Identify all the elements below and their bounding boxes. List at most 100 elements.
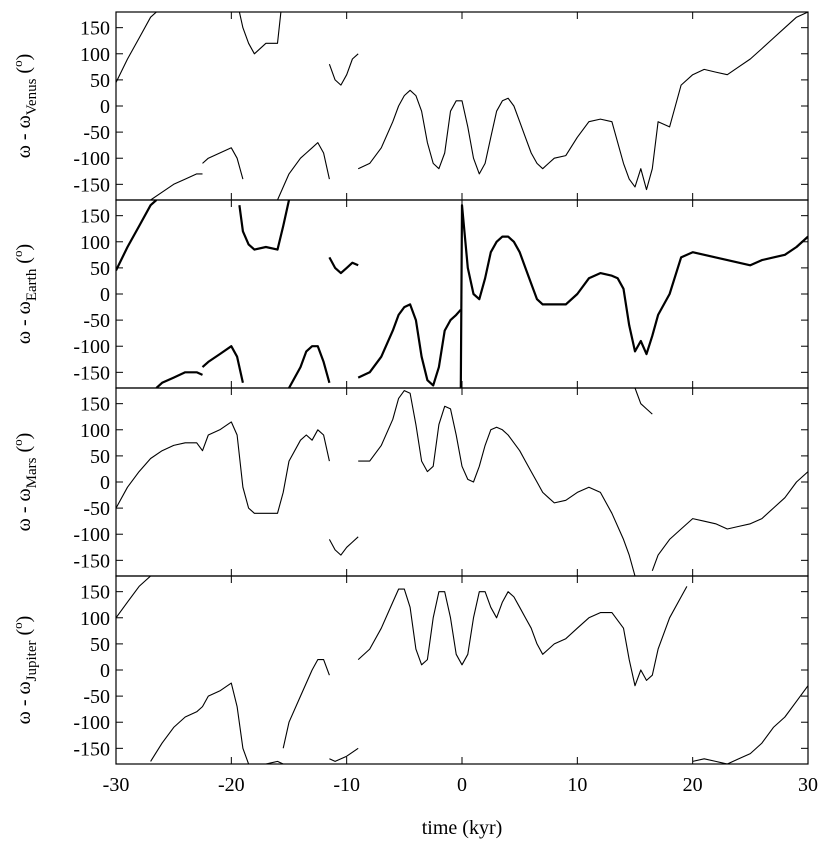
series-line xyxy=(328,53,359,86)
y-tick-label: 50 xyxy=(90,446,110,468)
series-line xyxy=(282,659,330,749)
series-line xyxy=(238,200,291,251)
series-group xyxy=(116,576,808,764)
panel-frame xyxy=(115,387,809,577)
series-line xyxy=(651,471,808,571)
y-tick-label: 0 xyxy=(100,660,110,682)
y-label-unit: ( xyxy=(13,629,35,641)
series-group xyxy=(116,12,808,200)
y-label-degree: o xyxy=(10,439,25,446)
series-line xyxy=(150,682,284,764)
y-tick-label: -150 xyxy=(73,550,110,572)
y-label-sub: Earth xyxy=(24,268,40,301)
y-tick-label: 0 xyxy=(100,96,110,118)
y-label-sub: Mars xyxy=(24,457,40,488)
x-axis-label: time (kyr) xyxy=(422,817,503,839)
y-label-unit: ( xyxy=(13,67,35,79)
panel-earth: 150 100 50 0 -50 -100 -150 ω - ωEarth (o) xyxy=(10,199,809,389)
x-tick-label: -30 xyxy=(103,774,130,796)
series-line xyxy=(288,345,331,388)
series-line xyxy=(357,303,462,387)
series-line xyxy=(459,204,808,388)
y-label-close: ) xyxy=(13,244,35,251)
x-tick-label: 0 xyxy=(457,774,467,796)
y-label-main: ω - ω xyxy=(13,681,35,724)
y-tick-label: -100 xyxy=(73,336,110,358)
y-tick-label: 150 xyxy=(80,206,110,228)
x-tick-label: -10 xyxy=(333,774,360,796)
series-group xyxy=(116,388,808,576)
y-tick-label: -50 xyxy=(83,122,110,144)
panel-mars: 150 100 50 0 -50 -100 -150 ω - ωMars (o) xyxy=(10,387,809,577)
y-tick-label: 50 xyxy=(90,258,110,280)
series-line xyxy=(276,142,330,200)
series-line xyxy=(357,586,688,687)
y-tick-label: -100 xyxy=(73,712,110,734)
y-tick-label: -50 xyxy=(83,686,110,708)
y-tick-label: -100 xyxy=(73,524,110,546)
y-tick-label: 150 xyxy=(80,582,110,604)
y-label-main: ω - ω xyxy=(13,488,35,531)
y-tick-label: 150 xyxy=(80,394,110,416)
y-tick-label: 100 xyxy=(80,608,110,630)
y-tick-label: 100 xyxy=(80,232,110,254)
y-label-unit: ( xyxy=(13,446,35,458)
y-label-unit: ( xyxy=(13,257,35,269)
series-line xyxy=(328,536,359,556)
y-tick-label: 50 xyxy=(90,634,110,656)
y-label-degree: o xyxy=(10,251,25,258)
y-tick-label: -50 xyxy=(83,310,110,332)
series-line xyxy=(328,256,359,275)
y-label-close: ) xyxy=(13,433,35,440)
y-tick-label: -50 xyxy=(83,498,110,520)
x-tick-label: 30 xyxy=(798,774,818,796)
series-line xyxy=(692,685,808,764)
y-tick-label: 50 xyxy=(90,70,110,92)
y-axis-label: ω - ωJupiter (o) xyxy=(10,616,40,725)
y-tick-label: 0 xyxy=(100,284,110,306)
y-tick-label: -150 xyxy=(73,738,110,760)
y-tick-label: 100 xyxy=(80,44,110,66)
series-line xyxy=(116,576,153,619)
y-label-degree: o xyxy=(10,622,25,629)
y-tick-label: -150 xyxy=(73,362,110,384)
series-line xyxy=(634,388,653,415)
y-label-degree: o xyxy=(10,60,25,67)
panel-jupiter: 150 100 50 0 -50 -100 -150 ω - ωJupiter (o) xyxy=(10,575,809,765)
y-label-close: ) xyxy=(13,616,35,623)
series-line xyxy=(329,747,359,762)
y-axis-label: ω - ωMars (o) xyxy=(10,433,40,532)
y-label-main: ω - ω xyxy=(13,301,35,344)
y-label-main: ω - ω xyxy=(13,115,35,158)
series-line xyxy=(357,12,808,191)
y-label-sub: Venus xyxy=(24,78,40,115)
series-line xyxy=(155,371,203,388)
y-tick-label: -100 xyxy=(73,148,110,170)
series-line xyxy=(116,421,330,514)
y-label-sub: Jupiter xyxy=(24,641,40,682)
panel-frame xyxy=(115,575,809,765)
series-group xyxy=(116,200,808,388)
series-line xyxy=(201,345,244,384)
series-line xyxy=(358,390,636,576)
y-axis-label: ω - ωEarth (o) xyxy=(10,244,40,344)
y-tick-label: 0 xyxy=(100,472,110,494)
series-line xyxy=(116,12,157,83)
panel-frame xyxy=(115,11,809,201)
x-tick-label: 10 xyxy=(567,774,587,796)
series-line xyxy=(238,12,282,55)
panel-venus: 150 100 50 0 -50 -100 -150 ω - ωVenus (o) xyxy=(10,11,809,201)
x-tick-label: -20 xyxy=(218,774,245,796)
y-tick-label: -150 xyxy=(73,174,110,196)
y-tick-label: 150 xyxy=(80,18,110,40)
y-tick-label: 100 xyxy=(80,420,110,442)
y-axis-label: ω - ωVenus (o) xyxy=(10,54,40,159)
series-line xyxy=(150,173,203,200)
series-line xyxy=(202,147,244,180)
y-label-close: ) xyxy=(13,54,35,61)
x-axis: -30 -20 -10 0 10 20 30 xyxy=(103,774,818,796)
series-line xyxy=(116,200,158,271)
x-tick-label: 20 xyxy=(683,774,703,796)
